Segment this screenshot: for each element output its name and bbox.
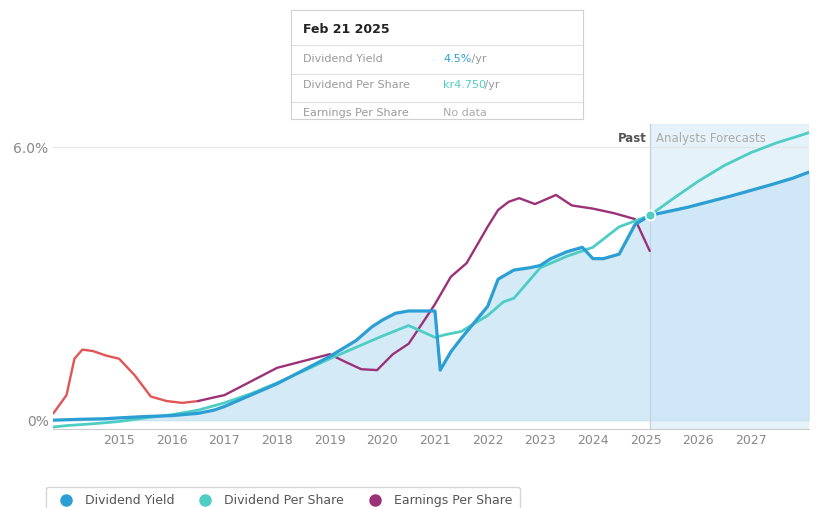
Text: Earnings Per Share: Earnings Per Share (303, 108, 409, 118)
Text: Analysts Forecasts: Analysts Forecasts (656, 132, 766, 145)
Legend: Dividend Yield, Dividend Per Share, Earnings Per Share: Dividend Yield, Dividend Per Share, Earn… (46, 487, 520, 508)
Text: Past: Past (618, 132, 647, 145)
Text: /yr: /yr (468, 54, 486, 64)
Text: Feb 21 2025: Feb 21 2025 (303, 23, 390, 36)
Text: /yr: /yr (481, 80, 499, 90)
Text: Dividend Yield: Dividend Yield (303, 54, 383, 64)
Text: No data: No data (443, 108, 487, 118)
Text: kr4.750: kr4.750 (443, 80, 486, 90)
Text: 4.5%: 4.5% (443, 54, 471, 64)
Bar (649, 124, 809, 429)
Text: Dividend Per Share: Dividend Per Share (303, 80, 410, 90)
